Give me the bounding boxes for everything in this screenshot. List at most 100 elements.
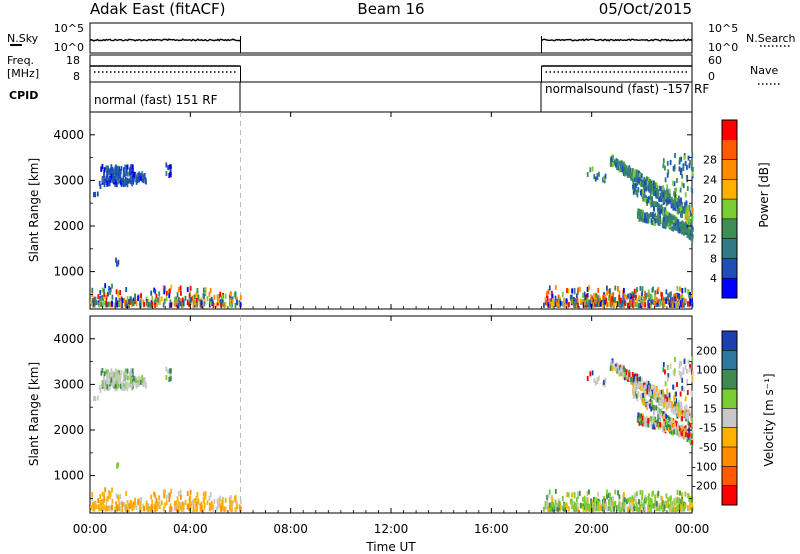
range-cell [108, 385, 111, 391]
range-cell [649, 507, 651, 513]
range-cell [640, 296, 643, 302]
range-cell [599, 298, 601, 304]
range-cell [548, 506, 551, 512]
range-cell [691, 207, 694, 213]
range-cell [120, 166, 123, 171]
range-cell [141, 381, 144, 387]
range-cell [593, 174, 596, 180]
range-cell [112, 178, 114, 184]
range-cell [554, 499, 557, 505]
range-cell [101, 287, 104, 293]
range-cell [180, 290, 182, 296]
range-cell [653, 200, 655, 206]
range-cell [654, 218, 657, 224]
range-cell [609, 497, 611, 502]
colorbar-tick-label: 20 [703, 193, 717, 206]
range-cell [682, 387, 685, 393]
range-cell [170, 368, 172, 374]
range-cell [623, 302, 626, 308]
range-cell [638, 507, 640, 513]
range-cell [621, 369, 624, 375]
range-cell [649, 179, 651, 185]
range-cell [128, 371, 131, 377]
range-cell [627, 497, 630, 503]
range-cell [606, 302, 609, 308]
range-cell [621, 165, 624, 171]
range-cell [565, 298, 568, 304]
range-cell [150, 506, 153, 512]
range-cell [606, 290, 608, 296]
range-cell [661, 295, 663, 301]
range-cell [623, 491, 625, 497]
range-cell [550, 301, 553, 307]
range-cell [155, 293, 158, 299]
range-cell [119, 372, 122, 378]
range-cell [672, 166, 675, 172]
range-cell [686, 436, 689, 442]
range-cell [691, 375, 694, 381]
range-cell [682, 412, 685, 418]
range-cell [661, 426, 664, 432]
range-cell [633, 170, 635, 176]
range-cell [131, 168, 134, 174]
range-cell [118, 297, 121, 303]
range-cell [673, 371, 676, 377]
range-cell [682, 183, 685, 189]
range-cell [666, 364, 669, 370]
range-cell [640, 216, 643, 222]
range-cell [663, 297, 665, 303]
range-cell [568, 506, 570, 512]
range-cell [635, 506, 638, 511]
range-cell [176, 292, 179, 298]
colorbar-swatch [722, 120, 737, 141]
colorbar-swatch [722, 485, 737, 506]
range-cell [209, 492, 212, 498]
range-cell [123, 179, 126, 185]
x-tick-label: 00:00 [675, 522, 710, 536]
range-cell [543, 302, 545, 308]
range-cell [101, 491, 104, 497]
range-cell [667, 400, 670, 406]
range-cell [229, 506, 232, 512]
range-cell [141, 173, 144, 179]
range-cell [170, 488, 173, 494]
range-cell [192, 295, 195, 301]
range-cell [639, 489, 642, 495]
range-cell [203, 301, 206, 307]
range-cell [645, 294, 648, 300]
range-cell [126, 381, 129, 387]
range-cell [90, 301, 92, 307]
range-cell [552, 298, 554, 304]
range-cell [127, 178, 130, 184]
range-cell [131, 164, 134, 170]
range-cell [188, 502, 191, 508]
range-cell [636, 192, 639, 198]
range-cell [176, 302, 179, 308]
range-cell [135, 301, 138, 307]
range-cell [609, 492, 611, 498]
range-cell [640, 302, 643, 308]
range-cell [221, 298, 224, 304]
range-cell [594, 505, 597, 511]
range-cell [673, 368, 676, 374]
range-cell [670, 214, 673, 220]
range-cell [689, 505, 692, 511]
range-cell [649, 189, 652, 195]
range-cell [614, 285, 617, 291]
range-cell [611, 296, 613, 302]
range-cell [165, 375, 168, 381]
range-cell [672, 503, 675, 509]
range-cell [229, 502, 232, 508]
range-cell [641, 211, 644, 217]
range-cell [649, 393, 652, 399]
range-cell [663, 421, 665, 427]
range-cell [667, 373, 670, 379]
colorbar-swatch [722, 350, 737, 370]
range-cell [636, 174, 639, 180]
range-cell [687, 409, 689, 415]
range-cell [99, 502, 102, 508]
range-cell [685, 201, 688, 207]
range-cell [674, 206, 677, 212]
range-cell [630, 506, 633, 512]
range-cell [640, 394, 642, 400]
